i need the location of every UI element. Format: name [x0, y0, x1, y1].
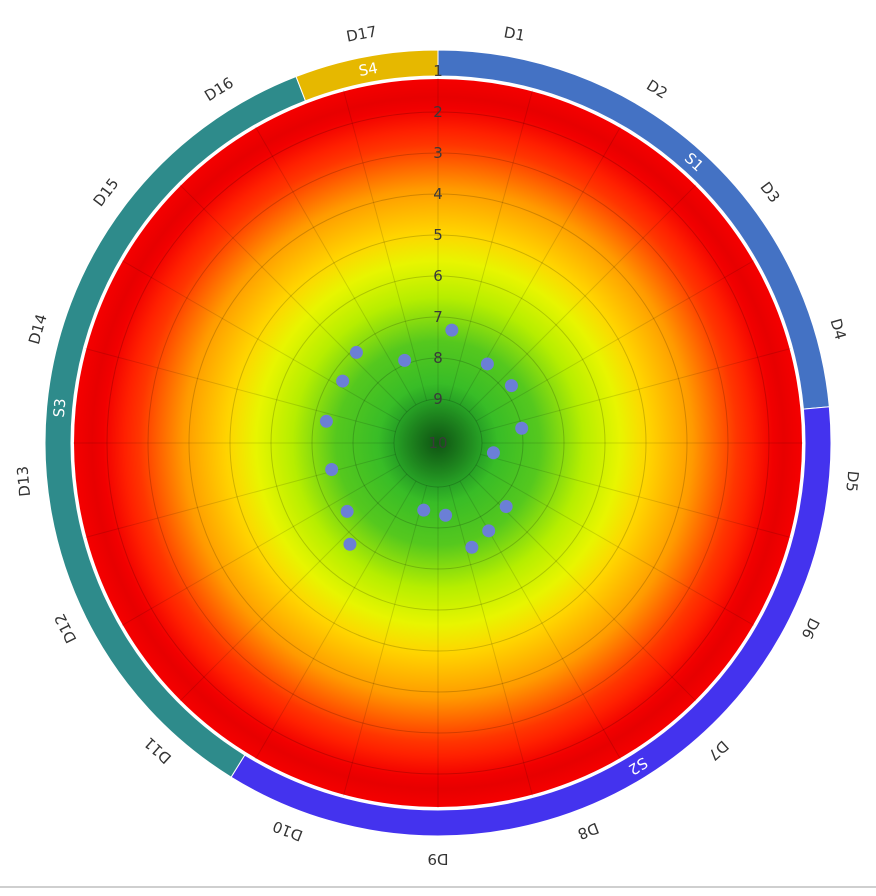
grid-spoke	[341, 485, 428, 803]
grid-circle	[229, 234, 647, 652]
grid-spoke	[468, 179, 702, 413]
dimension-label-d11: D11	[140, 733, 175, 767]
radial-tick-label: 8	[433, 349, 443, 367]
data-point	[439, 508, 453, 522]
grid-circle	[270, 275, 606, 611]
dimension-label-d2: D2	[643, 76, 670, 102]
data-point	[336, 374, 350, 388]
radial-tick-label: 10	[428, 434, 447, 452]
radial-tick-label: 2	[433, 103, 443, 121]
data-point	[465, 540, 479, 554]
data-point	[325, 463, 339, 477]
dimension-label-d13: D13	[13, 465, 34, 497]
grid-circle	[106, 111, 770, 775]
grid-circle	[188, 193, 688, 693]
data-point	[480, 357, 494, 371]
dimension-label-d17: D17	[345, 22, 378, 45]
radial-tick-label: 7	[433, 308, 443, 326]
grid-circle	[393, 398, 483, 488]
radial-axis-labels: 1 2 3 4 5 6 7 8 9 10	[428, 62, 447, 452]
dimension-label-d8: D8	[575, 819, 601, 843]
grid-spoke	[475, 256, 761, 422]
chart-background	[44, 49, 832, 837]
data-point	[515, 421, 529, 435]
data-point	[398, 353, 412, 367]
grid-spoke	[448, 485, 535, 803]
data-point	[482, 524, 496, 538]
dimension-label-d16: D16	[201, 74, 237, 105]
data-point	[486, 446, 500, 460]
dimension-label-d12: D12	[51, 611, 81, 646]
grid-spoke	[115, 256, 401, 422]
grid-spoke	[78, 453, 396, 540]
grid-spoke	[174, 179, 408, 413]
chart-grid	[65, 70, 811, 816]
dimension-label-d7: D7	[704, 737, 732, 765]
grid-spoke	[475, 464, 761, 630]
data-point	[504, 379, 518, 393]
dimension-label-d4: D4	[827, 317, 850, 342]
dimension-label-d15: D15	[90, 175, 123, 210]
data-point	[417, 503, 431, 517]
dimension-label-d9: D9	[427, 850, 448, 868]
data-point	[499, 500, 513, 514]
radial-tick-label: 1	[433, 62, 443, 80]
radial-tick-label: 6	[433, 267, 443, 285]
grid-circle	[147, 152, 729, 734]
grid-circle	[352, 357, 524, 529]
section-label-s4: S4	[357, 59, 379, 80]
center-shade	[378, 383, 498, 503]
ring-separator	[71, 76, 805, 810]
data-point	[340, 504, 354, 518]
bottom-divider	[0, 886, 876, 888]
grid-spoke	[251, 120, 417, 406]
data-points	[319, 323, 529, 554]
radial-tick-label: 4	[433, 185, 443, 203]
grid-spoke	[251, 480, 417, 766]
section-label-s3: S3	[50, 398, 70, 419]
dimension-label-d5: D5	[842, 470, 862, 493]
grid-spoke	[480, 346, 798, 433]
grid-spoke	[115, 464, 401, 630]
radial-tick-label: 3	[433, 144, 443, 162]
grid-spoke	[341, 83, 428, 401]
dimension-label-d10: D10	[270, 817, 305, 845]
data-point	[445, 323, 459, 337]
grid-circle	[311, 316, 565, 570]
dimension-label-d1: D1	[502, 23, 526, 45]
radial-tick-label: 9	[433, 390, 443, 408]
data-point	[343, 537, 357, 551]
grid-spoke	[78, 346, 396, 433]
dimension-label-d6: D6	[798, 615, 824, 642]
data-point	[319, 414, 333, 428]
grid-spoke	[174, 473, 408, 707]
data-point	[349, 345, 363, 359]
dimension-label-d3: D3	[756, 178, 783, 206]
radial-tick-label: 5	[433, 226, 443, 244]
grid-spoke	[480, 453, 798, 540]
grid-spoke	[448, 83, 535, 401]
dimension-label-d14: D14	[25, 312, 51, 346]
